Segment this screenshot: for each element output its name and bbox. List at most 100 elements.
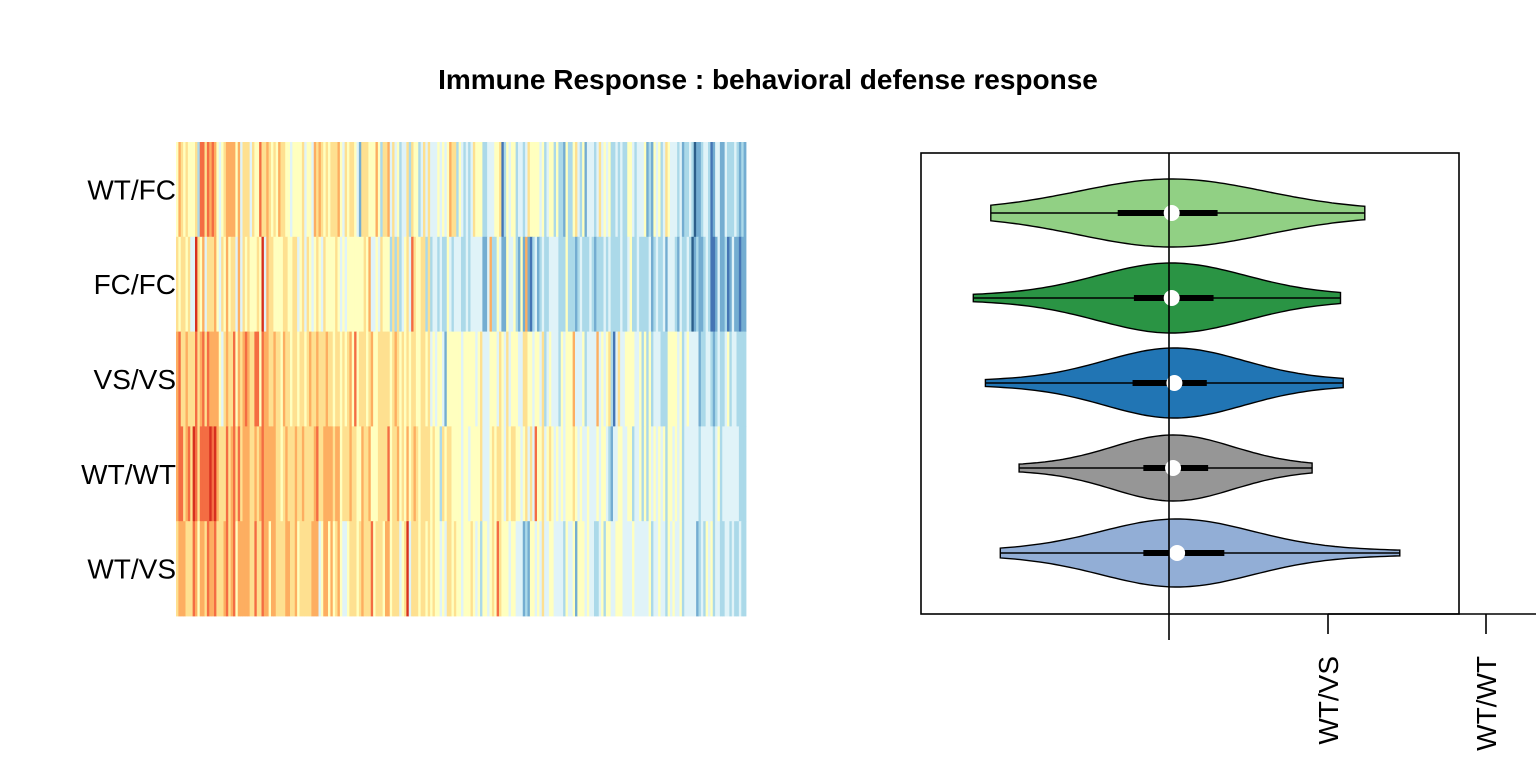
heatmap-cell [370,331,374,427]
heatmap-cell [339,142,343,238]
heatmap-cell [375,521,379,617]
heatmap-cell [446,331,450,427]
heatmap-cell [712,331,716,427]
heatmap-cell [211,331,215,427]
heatmap-cell [420,521,424,617]
heatmap-cell [605,236,609,332]
heatmap-cell [206,331,210,427]
heatmap-cell [413,426,417,522]
heatmap-cell [727,521,730,617]
heatmap-cell [594,236,597,332]
heatmap-cell [563,426,566,522]
heatmap-cell [190,236,194,332]
heatmap-cell [290,331,293,427]
heatmap-cell [311,236,315,332]
heatmap-cell [527,426,531,522]
heatmap-cell [634,331,638,427]
heatmap-cell [743,521,747,617]
heatmap-cell [458,236,462,332]
heatmap-cell [487,236,490,332]
heatmap-cell [244,521,248,617]
heatmap-cell [244,426,248,522]
heatmap-cell [297,521,300,617]
heatmap-cell [261,426,265,522]
heatmap-cell [522,426,526,522]
heatmap-cell [209,331,213,427]
heatmap-cell [551,331,555,427]
heatmap-cell [499,236,502,332]
heatmap-cell [180,426,184,522]
heatmap-cell [187,331,191,427]
heatmap-cell [480,426,483,522]
heatmap-cell [615,236,619,332]
heatmap-cell [534,331,538,427]
heatmap-cell [425,142,429,238]
heatmap-cell [199,142,203,238]
heatmap-cell [691,521,695,617]
heatmap-cell [453,521,457,617]
heatmap-cell [719,521,723,617]
heatmap-cell [349,426,353,522]
heatmap-cell [627,426,631,522]
heatmap-cell [724,331,728,427]
heatmap-cell [579,142,583,238]
heatmap-cell [539,142,543,238]
heatmap-cell [437,142,441,238]
heatmap-cell [432,521,436,617]
heatmap-cell [347,236,350,332]
heatmap-cell [556,426,559,522]
heatmap-cell [218,426,222,522]
heatmap-cell [282,142,286,238]
heatmap-cell [339,236,343,332]
heatmap-cell [434,236,438,332]
heatmap-cell [736,426,740,522]
heatmap-cell [178,142,182,238]
heatmap-cell [214,236,217,332]
violin-plot [972,153,1401,640]
heatmap-cell [731,236,735,332]
heatmap-cell [589,331,593,427]
heatmap-cell [738,426,742,522]
heatmap-cell [601,331,604,427]
heatmap-cell [681,331,685,427]
chart-title: Immune Response : behavioral defense res… [438,64,1098,95]
heatmap-cell [401,521,405,617]
heatmap-cell [252,426,255,522]
heatmap-cell [290,142,293,238]
heatmap-cell [411,426,414,522]
heatmap-cell [240,142,243,238]
heatmap-cell [237,142,241,238]
heatmap-cell [527,142,531,238]
heatmap-cell [693,236,697,332]
heatmap-cell [579,426,583,522]
heatmap-cell [717,236,721,332]
heatmap-cell [653,331,657,427]
heatmap-cell [503,521,507,617]
heatmap-cell [463,331,467,427]
heatmap-cell [392,331,395,427]
heatmap-cell [717,142,721,238]
heatmap-cell [309,521,312,617]
heatmap-cell [477,236,481,332]
heatmap-cell [366,521,369,617]
heatmap-cell [736,236,740,332]
heatmap-cell [304,142,308,238]
heatmap-cell [575,236,578,332]
heatmap-cell [430,426,433,522]
heatmap-cell [323,331,327,427]
heatmap-cell [385,521,388,617]
heatmap-cell [347,426,350,522]
heatmap-cell [465,236,469,332]
heatmap-cell [356,426,360,522]
heatmap-cell [544,331,547,427]
heatmap-cell [627,521,631,617]
heatmap-cell [268,521,272,617]
heatmap-cell [601,236,604,332]
heatmap-cell [546,426,550,522]
heatmap-cell [677,521,680,617]
heatmap-cell [254,142,258,238]
heatmap-cell [328,236,331,332]
heatmap-cell [731,331,735,427]
heatmap-cell [565,426,569,522]
heatmap-cell [351,331,355,427]
